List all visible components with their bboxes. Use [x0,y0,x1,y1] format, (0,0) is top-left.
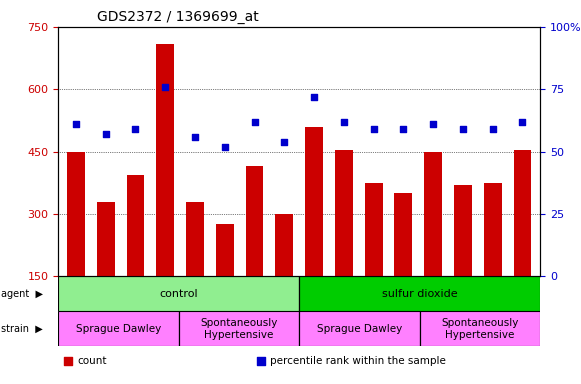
FancyBboxPatch shape [58,276,299,311]
Point [518,119,527,125]
Bar [246,166,264,276]
Point [310,94,319,100]
Point [429,121,438,127]
Point [339,119,349,125]
Bar [335,150,353,276]
Bar [484,183,501,276]
Text: Spontaneously
Hypertensive: Spontaneously Hypertensive [200,318,278,340]
Point [131,126,140,132]
Bar [305,127,323,276]
Point [71,121,81,127]
Bar [424,152,442,276]
Bar [156,43,174,276]
Bar [365,183,382,276]
FancyBboxPatch shape [299,276,540,311]
Text: sulfur dioxide: sulfur dioxide [382,289,458,299]
Text: Spontaneously
Hypertensive: Spontaneously Hypertensive [442,318,519,340]
Point [488,126,497,132]
Text: strain  ▶: strain ▶ [1,324,43,334]
Text: GDS2372 / 1369699_at: GDS2372 / 1369699_at [96,10,259,25]
Text: Sprague Dawley: Sprague Dawley [76,324,161,334]
Text: count: count [77,356,107,366]
Bar [275,214,293,276]
Bar [97,202,114,276]
Bar [514,150,532,276]
FancyBboxPatch shape [420,311,540,346]
Point [279,139,289,145]
Text: control: control [159,289,198,299]
Bar [67,152,85,276]
Point [369,126,378,132]
Point [250,119,259,125]
Point [191,134,200,140]
Bar [127,175,145,276]
Text: percentile rank within the sample: percentile rank within the sample [270,356,446,366]
FancyBboxPatch shape [58,311,179,346]
Point [160,84,170,90]
Point [399,126,408,132]
Bar [216,225,234,276]
Bar [394,193,413,276]
FancyBboxPatch shape [179,311,299,346]
Text: Sprague Dawley: Sprague Dawley [317,324,402,334]
Point [382,222,392,228]
Bar [186,202,204,276]
Point [458,126,468,132]
Point [220,144,229,150]
Point [101,131,110,137]
FancyBboxPatch shape [299,311,420,346]
Bar [454,185,472,276]
Text: agent  ▶: agent ▶ [1,289,43,299]
